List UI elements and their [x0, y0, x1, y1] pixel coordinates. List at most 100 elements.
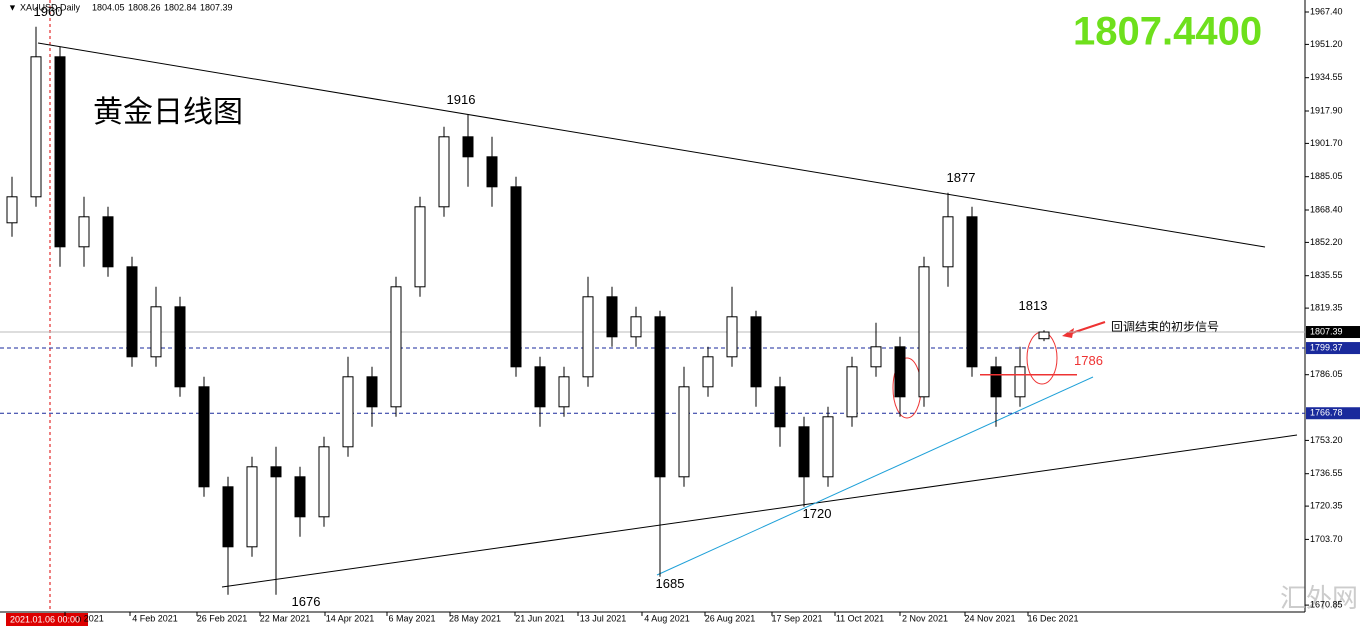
- x-tick-label: n 2021: [76, 613, 104, 623]
- y-tick-label: 1670.85: [1310, 599, 1343, 609]
- x-tick-label: 16 Dec 2021: [1027, 613, 1078, 623]
- y-tick-label: 1934.55: [1310, 72, 1343, 82]
- y-tick-label: 1901.70: [1310, 138, 1343, 148]
- candle-body: [678, 386, 690, 478]
- candle-body: [462, 136, 474, 158]
- x-tick-label: 26 Feb 2021: [197, 613, 248, 623]
- y-tick-label: 1917.90: [1310, 105, 1343, 115]
- candle-body: [966, 216, 978, 368]
- crosshair-date: 2021.01.06 00:00: [10, 614, 80, 624]
- symbol-label: XAUUSD,Daily: [20, 2, 81, 12]
- x-tick-label: 17 Sep 2021: [771, 613, 822, 623]
- uptrend-line: [656, 376, 1094, 576]
- level-label: 1813: [1019, 298, 1048, 313]
- candle-body: [6, 196, 18, 224]
- candle-body: [414, 206, 426, 288]
- candle-body: [558, 376, 570, 408]
- price-box: [1306, 342, 1360, 355]
- price-box: [1306, 407, 1360, 420]
- price-label: 1807.39: [1310, 326, 1343, 336]
- candle-body: [150, 306, 162, 358]
- x-tick-label: 22 Mar 2021: [260, 613, 311, 623]
- candle-body: [726, 316, 738, 358]
- candle-body: [870, 346, 882, 368]
- candle-body: [126, 266, 138, 358]
- x-tick-label: 21 Jun 2021: [515, 613, 565, 623]
- candle-body: [78, 216, 90, 248]
- x-tick-label: 11 Oct 2021: [836, 613, 884, 623]
- candle-body: [198, 386, 210, 488]
- candle-body: [246, 466, 258, 548]
- x-tick-label: 13 Jul 2021: [580, 613, 627, 623]
- candle-body: [846, 366, 858, 418]
- candle-body: [918, 266, 930, 398]
- candle-body: [510, 186, 522, 368]
- candle-body: [630, 316, 642, 338]
- x-tick-label: 24 Nov 2021: [964, 613, 1015, 623]
- y-tick-label: 1720.35: [1310, 500, 1343, 510]
- arrow-head: [1062, 328, 1074, 338]
- level-label: 1877: [947, 170, 976, 185]
- ohlc-low: 1802.84: [164, 2, 197, 12]
- candle-body: [1038, 331, 1050, 340]
- price-label: 1799.37: [1310, 342, 1343, 352]
- y-tick-label: 1703.70: [1310, 534, 1343, 544]
- y-tick-label: 1951.20: [1310, 39, 1343, 49]
- level-label: 1685: [656, 576, 685, 591]
- candle-body: [702, 356, 714, 388]
- candle-body: [54, 56, 66, 248]
- y-tick-label: 1967.40: [1310, 6, 1343, 16]
- symbol: ▼: [8, 2, 17, 12]
- y-tick-label: 1786.05: [1310, 369, 1343, 379]
- price-box: [1306, 326, 1360, 339]
- level-label: 1720: [803, 506, 832, 521]
- support-trendline: [221, 434, 1298, 588]
- candle-body: [342, 376, 354, 448]
- x-tick-label: 4 Aug 2021: [644, 613, 690, 623]
- price-label: 1766.78: [1310, 408, 1343, 418]
- ohlc-high: 1808.26: [128, 2, 161, 12]
- candle-body: [294, 476, 306, 518]
- y-tick-label: 1736.55: [1310, 468, 1343, 478]
- candle-body: [318, 446, 330, 518]
- candle-body: [798, 426, 810, 478]
- ohlc-open: 1804.05: [92, 2, 125, 12]
- candle-body: [486, 156, 498, 188]
- candle-body: [606, 296, 618, 338]
- x-tick-label: 2 Nov 2021: [902, 613, 948, 623]
- candle-body: [750, 316, 762, 388]
- y-tick-label: 1835.55: [1310, 270, 1343, 280]
- candle-body: [222, 486, 234, 548]
- candle-body: [30, 56, 42, 198]
- crosshair-date-box: [6, 613, 88, 626]
- candle-body: [894, 346, 906, 398]
- candle-body: [654, 316, 666, 478]
- candle-body: [390, 286, 402, 408]
- candle-body: [174, 306, 186, 388]
- candle-body: [990, 366, 1002, 398]
- chart-title: 黄金日线图: [93, 96, 243, 129]
- y-tick-label: 1868.40: [1310, 204, 1343, 214]
- y-tick-label: 1885.05: [1310, 171, 1343, 181]
- candle-body: [774, 386, 786, 428]
- x-tick-label: 6 May 2021: [388, 613, 435, 623]
- watermark: 汇外网: [1280, 583, 1358, 613]
- candle-body: [582, 296, 594, 378]
- candle-body: [942, 216, 954, 268]
- level-label: 1960: [34, 4, 63, 19]
- candle-body: [438, 136, 450, 208]
- annotation-text: 回调结束的初步信号: [1111, 319, 1219, 334]
- candle-body: [102, 216, 114, 268]
- x-tick-label: 14 Apr 2021: [326, 613, 375, 623]
- x-tick-label: 4 Feb 2021: [132, 613, 178, 623]
- y-tick-label: 1753.20: [1310, 435, 1343, 445]
- support-level-label: 1786: [1074, 353, 1103, 368]
- level-label: 1676: [292, 594, 321, 609]
- y-tick-label: 1819.35: [1310, 302, 1343, 312]
- resistance-trendline: [37, 42, 1266, 248]
- x-tick-label: 28 May 2021: [449, 613, 501, 623]
- candle-body: [366, 376, 378, 408]
- candle-body: [534, 366, 546, 408]
